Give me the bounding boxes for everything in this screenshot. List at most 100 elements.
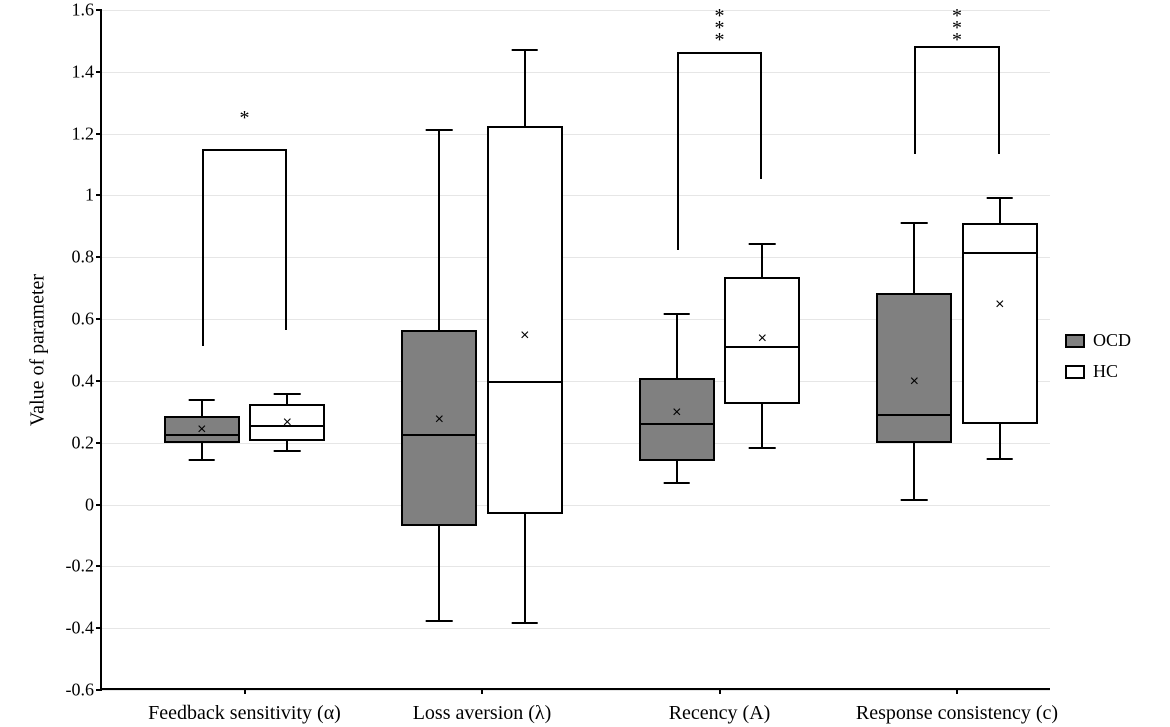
whisker bbox=[524, 49, 526, 126]
whisker-cap bbox=[511, 49, 538, 51]
whisker-cap bbox=[663, 482, 690, 484]
median-line bbox=[401, 434, 477, 436]
mean-marker: × bbox=[995, 297, 1004, 313]
whisker bbox=[999, 197, 1001, 223]
ytick-mark bbox=[96, 71, 102, 73]
whisker-cap bbox=[663, 313, 690, 315]
ytick-mark bbox=[96, 194, 102, 196]
ytick-mark bbox=[96, 442, 102, 444]
ytick-label: 0.6 bbox=[72, 309, 95, 330]
significance-bracket bbox=[677, 52, 763, 54]
bracket-leg bbox=[998, 48, 1000, 155]
whisker-cap bbox=[511, 622, 538, 624]
whisker bbox=[438, 526, 440, 622]
whisker bbox=[761, 404, 763, 449]
median-line bbox=[962, 252, 1038, 254]
whisker-cap bbox=[426, 129, 453, 131]
whisker-cap bbox=[749, 447, 776, 449]
whisker bbox=[438, 129, 440, 330]
bracket-leg bbox=[914, 48, 916, 155]
whisker-cap bbox=[901, 222, 928, 224]
ytick-mark bbox=[96, 504, 102, 506]
mean-marker: × bbox=[672, 405, 681, 421]
bracket-leg bbox=[285, 151, 287, 330]
mean-marker: × bbox=[283, 415, 292, 431]
gridline bbox=[102, 10, 1050, 11]
whisker bbox=[676, 461, 678, 484]
ytick-mark bbox=[96, 9, 102, 11]
whisker bbox=[761, 243, 763, 277]
ytick-mark bbox=[96, 689, 102, 691]
significance-bracket bbox=[202, 149, 288, 151]
whisker-cap bbox=[901, 499, 928, 501]
whisker bbox=[201, 399, 203, 416]
xtick-mark bbox=[244, 688, 246, 694]
whisker-cap bbox=[749, 243, 776, 245]
significance-stars: * bbox=[240, 112, 250, 124]
legend-swatch bbox=[1065, 334, 1085, 348]
mean-marker: × bbox=[435, 412, 444, 428]
xtick-mark bbox=[481, 688, 483, 694]
legend-swatch bbox=[1065, 365, 1085, 379]
legend-item: OCD bbox=[1065, 330, 1131, 351]
legend: OCD HC bbox=[1065, 330, 1131, 392]
ytick-mark bbox=[96, 318, 102, 320]
box-ocd bbox=[401, 330, 477, 526]
ytick-label: -0.4 bbox=[66, 618, 95, 639]
gridline bbox=[102, 628, 1050, 629]
median-line bbox=[487, 381, 563, 383]
box-ocd bbox=[876, 293, 952, 443]
bracket-leg bbox=[760, 54, 762, 179]
ytick-mark bbox=[96, 133, 102, 135]
significance-stars: *** bbox=[952, 10, 962, 46]
gridline bbox=[102, 72, 1050, 73]
x-category-label: Loss aversion (λ) bbox=[413, 702, 552, 725]
significance-stars: *** bbox=[715, 10, 725, 46]
bracket-leg bbox=[202, 151, 204, 346]
gridline bbox=[102, 195, 1050, 196]
plot-area: -0.6-0.4-0.200.20.40.60.811.21.41.6Feedb… bbox=[100, 10, 1050, 690]
gridline bbox=[102, 505, 1050, 506]
ytick-label: -0.6 bbox=[66, 680, 95, 701]
whisker bbox=[676, 313, 678, 378]
whisker-cap bbox=[986, 458, 1013, 460]
ytick-mark bbox=[96, 380, 102, 382]
xtick-mark bbox=[956, 688, 958, 694]
whisker bbox=[913, 222, 915, 293]
ytick-label: 1 bbox=[85, 185, 94, 206]
box-hc bbox=[487, 126, 563, 514]
legend-label: OCD bbox=[1093, 330, 1131, 351]
gridline bbox=[102, 443, 1050, 444]
ytick-label: -0.2 bbox=[66, 556, 95, 577]
ytick-label: 0.4 bbox=[72, 370, 95, 391]
mean-marker: × bbox=[197, 422, 206, 438]
gridline bbox=[102, 566, 1050, 567]
gridline bbox=[102, 134, 1050, 135]
xtick-mark bbox=[719, 688, 721, 694]
x-category-label: Response consistency (c) bbox=[856, 702, 1058, 725]
whisker bbox=[913, 443, 915, 502]
ytick-label: 0 bbox=[85, 494, 94, 515]
ytick-label: 1.6 bbox=[72, 0, 95, 21]
median-line bbox=[876, 414, 952, 416]
mean-marker: × bbox=[758, 331, 767, 347]
legend-item: HC bbox=[1065, 361, 1131, 382]
x-category-label: Recency (A) bbox=[669, 702, 771, 725]
whisker bbox=[999, 424, 1001, 460]
median-line bbox=[639, 423, 715, 425]
whisker-cap bbox=[426, 620, 453, 622]
legend-label: HC bbox=[1093, 361, 1118, 382]
y-axis-title: Value of parameter bbox=[27, 274, 50, 426]
ytick-label: 0.2 bbox=[72, 432, 95, 453]
ytick-mark bbox=[96, 256, 102, 258]
ytick-label: 1.2 bbox=[72, 123, 95, 144]
whisker-cap bbox=[274, 393, 301, 395]
whisker-cap bbox=[188, 399, 215, 401]
x-category-label: Feedback sensitivity (α) bbox=[148, 702, 341, 725]
ytick-mark bbox=[96, 565, 102, 567]
whisker-cap bbox=[986, 197, 1013, 199]
whisker bbox=[524, 514, 526, 624]
ytick-label: 1.4 bbox=[72, 61, 95, 82]
whisker-cap bbox=[188, 459, 215, 461]
mean-marker: × bbox=[520, 328, 529, 344]
